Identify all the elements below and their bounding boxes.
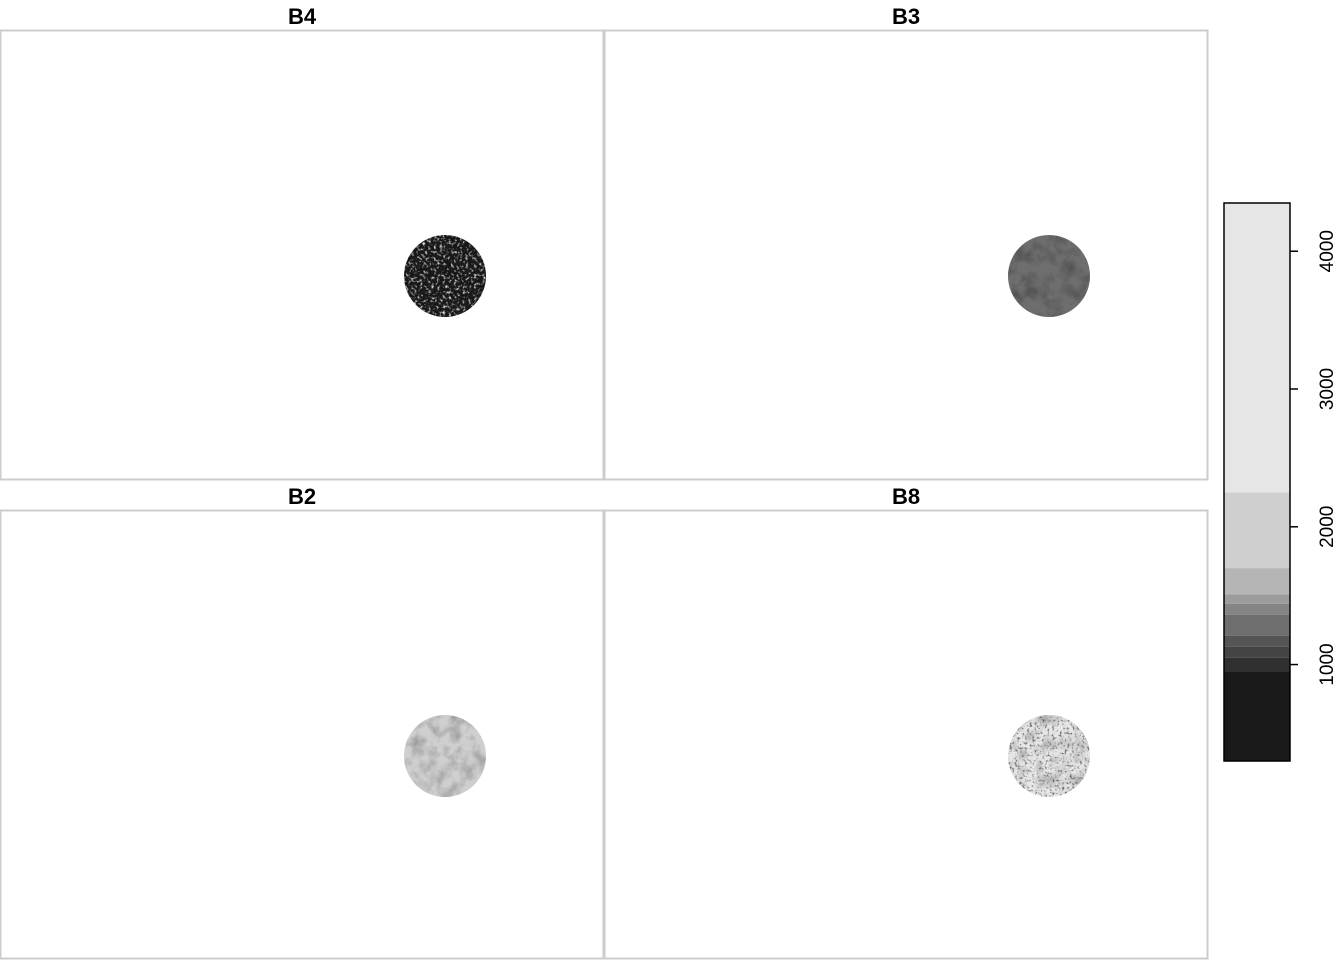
legend-swatch [1224,594,1290,604]
panel-b4: B4 [0,4,605,481]
legend-swatch [1224,657,1290,672]
legend-swatch [1224,646,1290,658]
legend-tick-label: 1000 [1317,643,1338,685]
panel-frame [603,509,1209,960]
panels-layer: B4 B3 B2 B8 [0,4,1209,960]
legend-tick-label: 2000 [1317,506,1338,548]
legend-swatch [1224,603,1290,615]
panel-frame [0,509,605,960]
legend-swatch [1224,635,1290,647]
panel-title: B3 [892,4,920,29]
legend-border [1223,202,1291,762]
raster-shading [1008,235,1090,317]
raster-speckle [404,235,486,317]
panel-b8: B8 [603,484,1209,960]
legend-swatch [1224,203,1290,493]
panel-frame [603,29,1209,481]
raster-speckle [1008,715,1090,797]
color-legend: 1000 2000 3000 4000 [1223,202,1338,762]
legend-swatch [1224,614,1290,636]
legend-swatch [1224,671,1290,761]
panel-b2: B2 [0,484,605,960]
raster-shading [404,715,486,797]
legend-tick-label: 4000 [1317,230,1338,272]
legend-swatch [1224,492,1290,569]
legend-swatch [1224,568,1290,595]
panel-frame [0,29,605,481]
legend-tick-label: 3000 [1317,368,1338,410]
panel-title: B8 [892,484,920,509]
panel-title: B2 [288,484,316,509]
panel-b3: B3 [603,4,1209,481]
panel-title: B4 [288,4,317,29]
